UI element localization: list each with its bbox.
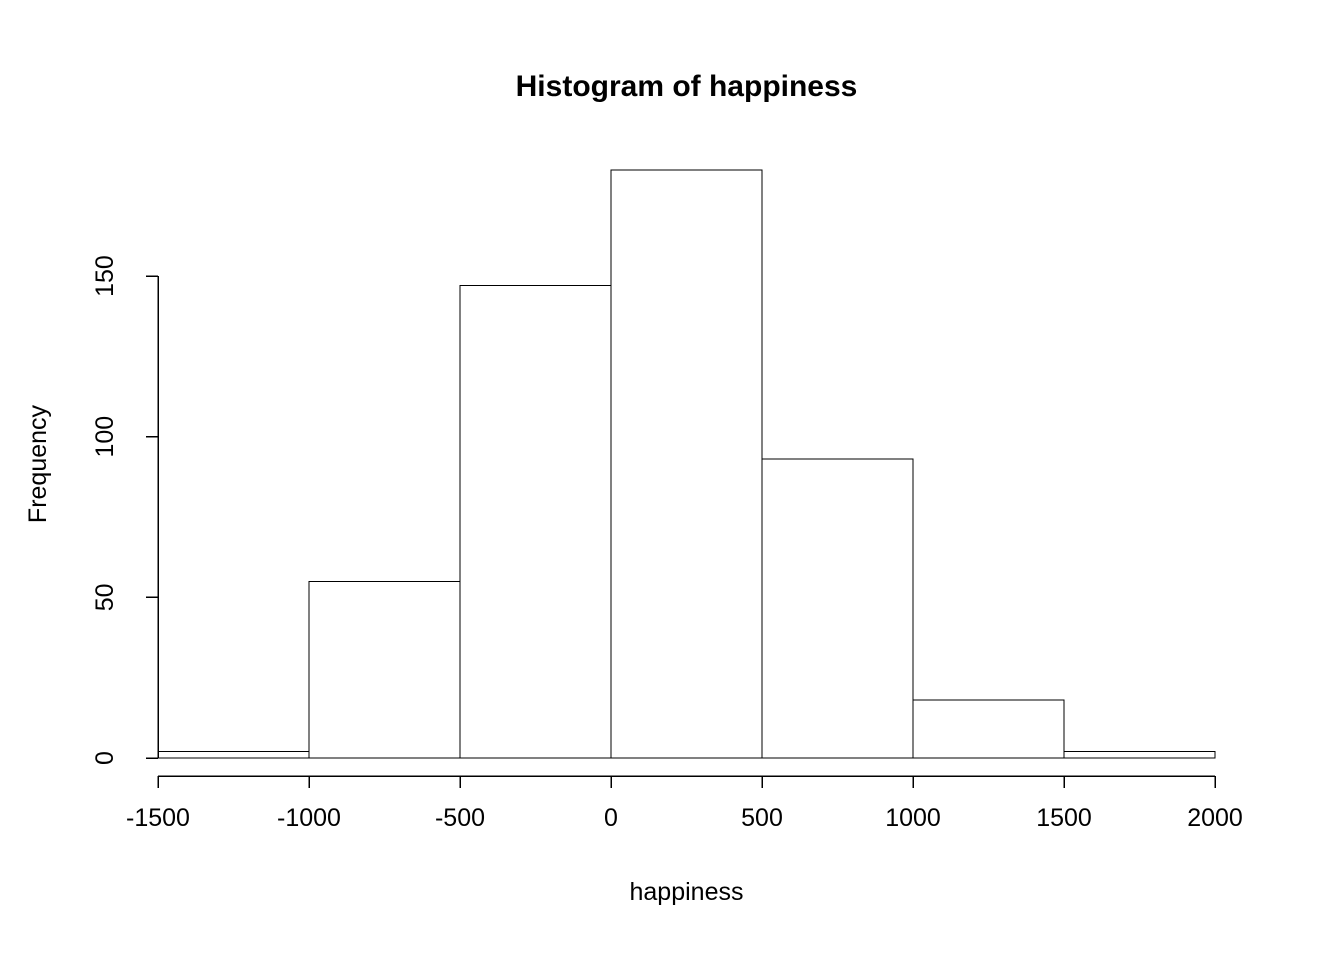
x-tick-label: -1000: [277, 804, 341, 832]
histogram-bar: [158, 752, 309, 758]
histogram-chart: Histogram of happiness-1500-1000-5000500…: [0, 0, 1344, 960]
x-tick-label: -500: [435, 804, 485, 832]
y-tick-label: 50: [91, 583, 119, 611]
x-tick-label: -1500: [126, 804, 190, 832]
histogram-bar: [762, 459, 913, 758]
y-tick-label: 100: [91, 416, 119, 458]
chart-title: Histogram of happiness: [516, 70, 858, 103]
x-tick-label: 1500: [1036, 804, 1092, 832]
histogram-bar: [913, 700, 1064, 758]
histogram-bar: [460, 286, 611, 758]
x-tick-label: 1000: [885, 804, 941, 832]
histogram-bar: [1064, 752, 1215, 758]
x-axis-label: happiness: [630, 878, 744, 906]
y-tick-label: 150: [91, 255, 119, 297]
x-tick-label: 0: [604, 804, 618, 832]
y-axis-label: Frequency: [24, 404, 52, 523]
x-tick-label: 2000: [1187, 804, 1243, 832]
x-tick-label: 500: [741, 804, 783, 832]
histogram-bar: [309, 581, 460, 758]
y-tick-label: 0: [91, 751, 119, 765]
histogram-bar: [611, 170, 762, 758]
